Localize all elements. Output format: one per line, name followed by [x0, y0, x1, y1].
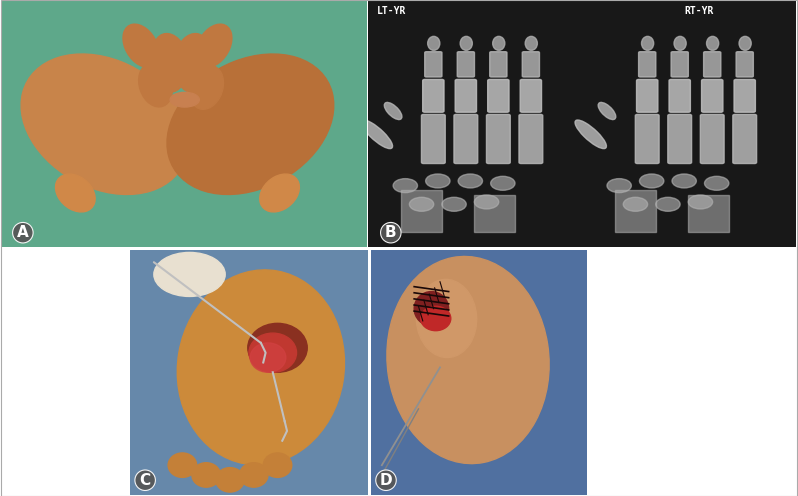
- FancyBboxPatch shape: [733, 115, 757, 164]
- Ellipse shape: [154, 48, 187, 92]
- Ellipse shape: [639, 174, 664, 188]
- Ellipse shape: [239, 463, 268, 487]
- FancyBboxPatch shape: [455, 79, 476, 112]
- Ellipse shape: [21, 54, 188, 194]
- Ellipse shape: [385, 102, 402, 120]
- FancyBboxPatch shape: [638, 52, 656, 77]
- FancyBboxPatch shape: [668, 115, 692, 164]
- Ellipse shape: [705, 176, 729, 190]
- Ellipse shape: [190, 65, 223, 109]
- Ellipse shape: [492, 36, 505, 51]
- FancyBboxPatch shape: [736, 52, 753, 77]
- Bar: [615, 190, 656, 232]
- Ellipse shape: [491, 176, 515, 190]
- Ellipse shape: [672, 174, 697, 188]
- Ellipse shape: [428, 36, 440, 51]
- FancyBboxPatch shape: [522, 52, 539, 77]
- Ellipse shape: [623, 197, 648, 211]
- Ellipse shape: [154, 252, 225, 297]
- Ellipse shape: [460, 36, 472, 51]
- Ellipse shape: [139, 63, 172, 107]
- Ellipse shape: [249, 333, 297, 372]
- Ellipse shape: [248, 323, 307, 372]
- Ellipse shape: [706, 36, 719, 51]
- Text: B: B: [385, 225, 397, 240]
- FancyBboxPatch shape: [734, 79, 756, 112]
- Ellipse shape: [176, 48, 208, 92]
- Ellipse shape: [409, 197, 434, 211]
- FancyBboxPatch shape: [637, 79, 658, 112]
- Ellipse shape: [417, 279, 476, 358]
- Ellipse shape: [259, 174, 299, 212]
- FancyBboxPatch shape: [704, 52, 721, 77]
- Ellipse shape: [739, 36, 751, 51]
- Ellipse shape: [425, 174, 450, 188]
- Ellipse shape: [168, 453, 196, 477]
- Ellipse shape: [192, 463, 220, 487]
- FancyBboxPatch shape: [421, 115, 445, 164]
- FancyBboxPatch shape: [701, 79, 723, 112]
- FancyBboxPatch shape: [487, 115, 510, 164]
- FancyBboxPatch shape: [669, 79, 690, 112]
- Text: D: D: [380, 473, 393, 488]
- Ellipse shape: [575, 120, 606, 149]
- Ellipse shape: [525, 36, 537, 51]
- FancyBboxPatch shape: [701, 115, 724, 164]
- Ellipse shape: [250, 343, 286, 372]
- Ellipse shape: [56, 174, 95, 212]
- Ellipse shape: [170, 92, 200, 107]
- Ellipse shape: [414, 292, 448, 326]
- Ellipse shape: [387, 256, 549, 464]
- Ellipse shape: [215, 468, 244, 492]
- Ellipse shape: [674, 36, 686, 51]
- FancyBboxPatch shape: [635, 115, 659, 164]
- FancyBboxPatch shape: [457, 52, 475, 77]
- Bar: [688, 195, 729, 232]
- Ellipse shape: [263, 453, 292, 477]
- Ellipse shape: [123, 24, 159, 67]
- Ellipse shape: [607, 179, 631, 192]
- Text: RT-YR: RT-YR: [685, 6, 713, 16]
- Ellipse shape: [175, 34, 209, 77]
- Text: C: C: [140, 473, 151, 488]
- Ellipse shape: [474, 195, 499, 209]
- Ellipse shape: [196, 24, 232, 67]
- Ellipse shape: [458, 174, 483, 188]
- Ellipse shape: [393, 179, 417, 192]
- Ellipse shape: [442, 197, 466, 211]
- Ellipse shape: [167, 54, 334, 194]
- FancyBboxPatch shape: [423, 79, 444, 112]
- FancyBboxPatch shape: [488, 79, 509, 112]
- Ellipse shape: [421, 306, 451, 331]
- Ellipse shape: [642, 36, 654, 51]
- FancyBboxPatch shape: [671, 52, 689, 77]
- Ellipse shape: [177, 270, 345, 465]
- FancyBboxPatch shape: [519, 115, 543, 164]
- FancyBboxPatch shape: [454, 115, 478, 164]
- Text: LT-YR: LT-YR: [377, 6, 406, 16]
- FancyBboxPatch shape: [490, 52, 507, 77]
- Bar: [401, 190, 442, 232]
- Text: A: A: [17, 225, 29, 240]
- Ellipse shape: [598, 102, 616, 120]
- Ellipse shape: [688, 195, 713, 209]
- Ellipse shape: [656, 197, 680, 211]
- Ellipse shape: [153, 34, 187, 77]
- Ellipse shape: [361, 120, 393, 149]
- Bar: [474, 195, 515, 232]
- FancyBboxPatch shape: [425, 52, 442, 77]
- FancyBboxPatch shape: [520, 79, 542, 112]
